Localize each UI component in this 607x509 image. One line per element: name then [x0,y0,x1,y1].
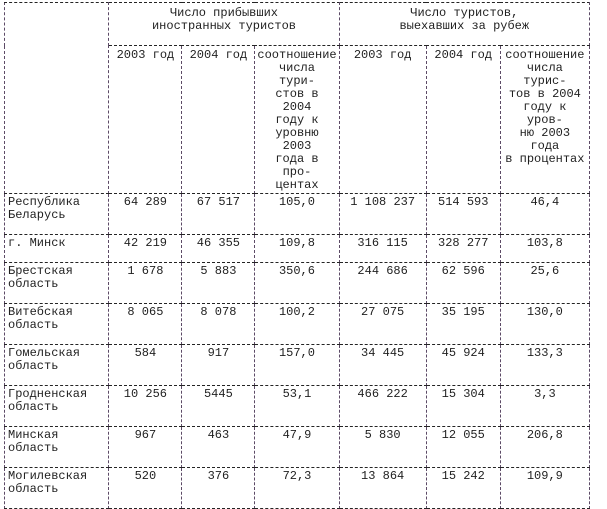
cell-arrivals-ratio: 105,0 [254,193,340,235]
cell-departures-2003: 316 115 [338,234,427,263]
table-row-minsk-region: Минская область 967 463 47,9 5 830 12 05… [3,426,591,468]
cell-departures-ratio: 109,9 [499,467,591,509]
cell-departures-2004: 15 304 [425,385,501,427]
cell-departures-2004: 514 593 [425,193,501,235]
cell-arrivals-2003: 520 [108,467,183,509]
cell-departures-ratio: 133,3 [499,344,591,386]
col-header-departures-2003: 2003 год [338,45,427,194]
row-label: Брестская область [3,262,110,304]
cell-departures-2004: 12 055 [425,426,501,468]
tourism-statistics-table: Число прибывших иностранных туристов Чис… [3,2,591,509]
cell-arrivals-2004: 463 [181,426,256,468]
cell-departures-2004: 62 596 [425,262,501,304]
cell-arrivals-2004: 917 [181,344,256,386]
cell-departures-2003: 34 445 [338,344,427,386]
col-header-departures-ratio: соотношение числа турис- тов в 2004 году… [499,45,591,194]
group-header-row: Число прибывших иностранных туристов Чис… [3,2,591,194]
table-row-mogilev-region: Могилевская область 520 376 72,3 13 864 … [3,467,591,509]
cell-departures-2003: 5 830 [338,426,427,468]
cell-arrivals-2003: 64 289 [108,193,183,235]
cell-arrivals-2003: 8 065 [108,303,183,345]
cell-arrivals-ratio: 157,0 [254,344,340,386]
group-header-departed-tourists: Число туристов, выехавших за рубеж [338,2,591,46]
cell-arrivals-2004: 5445 [181,385,256,427]
cell-arrivals-2004: 376 [181,467,256,509]
cell-departures-ratio: 206,8 [499,426,591,468]
row-label: Гомельская область [3,344,110,386]
row-label: Республика Беларусь [3,193,110,235]
column-header-row: 2003 год 2004 год соотношение числа тури… [5,45,591,194]
col-header-arrivals-2004: 2004 год [181,45,256,194]
cell-arrivals-ratio: 47,9 [254,426,340,468]
cell-arrivals-ratio: 72,3 [254,467,340,509]
cell-arrivals-ratio: 53,1 [254,385,340,427]
cell-departures-2003: 13 864 [338,467,427,509]
cell-arrivals-2004: 67 517 [181,193,256,235]
table-row-grodno-region: Гродненская область 10 256 5445 53,1 466… [3,385,591,427]
cell-departures-2004: 15 242 [425,467,501,509]
cell-departures-ratio: 103,8 [499,234,591,263]
col-header-departures-2004: 2004 год [425,45,501,194]
cell-arrivals-ratio: 109,8 [254,234,340,263]
region-column-header [3,2,110,194]
table-row-republic-belarus: Республика Беларусь 64 289 67 517 105,0 … [3,193,591,235]
row-label: г. Минск [3,234,110,263]
table-row-minsk-city: г. Минск 42 219 46 355 109,8 316 115 328… [3,234,591,263]
row-label: Минская область [3,426,110,468]
cell-arrivals-2003: 584 [108,344,183,386]
cell-departures-ratio: 3,3 [499,385,591,427]
cell-arrivals-2003: 42 219 [108,234,183,263]
group-header-arrived-tourists: Число прибывших иностранных туристов [108,2,340,46]
cell-departures-2003: 27 075 [338,303,427,345]
table-row-vitebsk-region: Витебская область 8 065 8 078 100,2 27 0… [3,303,591,345]
cell-departures-ratio: 46,4 [499,193,591,235]
table-row-brest-region: Брестская область 1 678 5 883 350,6 244 … [3,262,591,304]
cell-arrivals-2004: 46 355 [181,234,256,263]
cell-departures-2004: 328 277 [425,234,501,263]
cell-arrivals-2003: 967 [108,426,183,468]
cell-departures-ratio: 25,6 [499,262,591,304]
col-header-arrivals-ratio: соотношение числа тури- стов в 2004 году… [254,45,340,194]
table-row-gomel-region: Гомельская область 584 917 157,0 34 445 … [3,344,591,386]
cell-departures-2004: 35 195 [425,303,501,345]
cell-arrivals-2004: 5 883 [181,262,256,304]
cell-departures-2004: 45 924 [425,344,501,386]
cell-arrivals-ratio: 100,2 [254,303,340,345]
cell-arrivals-ratio: 350,6 [254,262,340,304]
row-label: Витебская область [3,303,110,345]
cell-departures-2003: 466 222 [338,385,427,427]
col-header-arrivals-2003: 2003 год [108,45,183,194]
cell-arrivals-2004: 8 078 [181,303,256,345]
cell-arrivals-2003: 10 256 [108,385,183,427]
cell-arrivals-2003: 1 678 [108,262,183,304]
row-label: Могилевская область [3,467,110,509]
cell-departures-ratio: 130,0 [499,303,591,345]
cell-departures-2003: 244 686 [338,262,427,304]
row-label: Гродненская область [3,385,110,427]
cell-departures-2003: 1 108 237 [338,193,427,235]
